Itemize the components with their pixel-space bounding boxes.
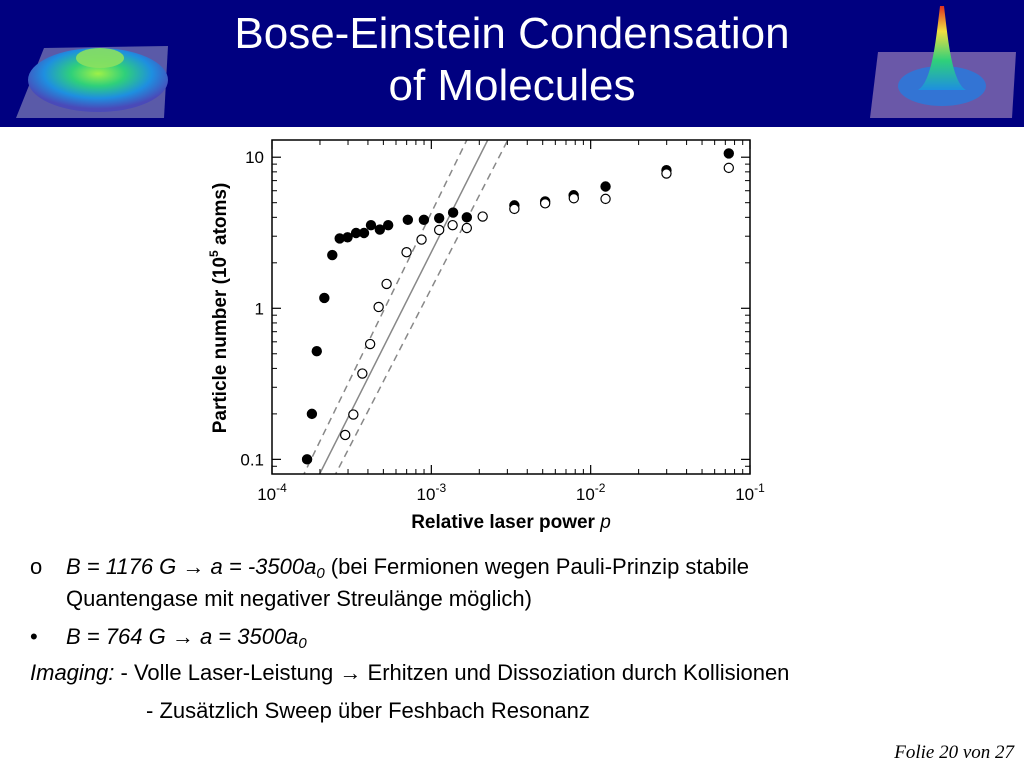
open-data-point: [661, 168, 672, 179]
filled-data-point: [382, 219, 394, 231]
y-tick-label: 1: [255, 299, 264, 318]
filled-data-point: [402, 214, 414, 226]
open-data-point: [461, 222, 473, 234]
open-data-point: [509, 203, 520, 215]
open-data-point: [447, 219, 458, 231]
open-data-point: [373, 301, 384, 313]
open-data-point: [401, 247, 412, 258]
x-axis-label: Relative laser power p: [411, 512, 611, 532]
open-data-point: [348, 409, 359, 420]
filled-data-point: [306, 408, 318, 420]
y-tick-label: 0.1: [240, 450, 264, 469]
note-imaging: Imaging: - Volle Laser-Leistung → Erhitz…: [30, 658, 789, 688]
title-line-2: of Molecules: [388, 61, 636, 110]
title-line-1: Bose-Einstein Condensation: [234, 9, 790, 58]
note-b764-text: B = 764 G → a = 3500a0: [66, 624, 307, 652]
filled-data-point: [433, 212, 445, 224]
filled-data-point: [418, 214, 430, 226]
header-divider: [0, 127, 1024, 130]
open-data-point: [723, 162, 734, 174]
filled-data-point: [365, 219, 377, 231]
filled-data-point: [358, 227, 370, 239]
filled-data-point: [342, 232, 353, 243]
plot-frame: [271, 139, 751, 475]
bullet-marker-dot: •: [30, 624, 38, 649]
open-data-point: [477, 211, 488, 222]
imaging-label: Imaging:: [30, 660, 115, 685]
open-data-point: [568, 193, 580, 204]
fit-bound-line-1: [303, 140, 468, 474]
note-b1176-continuation: Quantengase mit negativer Streulänge mög…: [66, 586, 532, 611]
imaging-line-2: - Zusätzlich Sweep über Feshbach Resonan…: [146, 698, 590, 723]
open-data-point: [416, 234, 427, 245]
fit-bound-line-2: [334, 140, 509, 474]
filled-data-point: [301, 454, 313, 465]
filled-data-point: [447, 207, 459, 218]
ticks-layer: 10-4 10-3 10-2 10-1 0.1 1 10: [240, 140, 765, 504]
open-data-point: [539, 198, 551, 209]
x-tick-label: 10-2: [576, 481, 606, 504]
filled-data-point: [374, 224, 386, 235]
points-layer: [301, 148, 734, 465]
lines-layer: [303, 140, 509, 474]
particle-number-chart: 10-4 10-3 10-2 10-1 0.1 1 10 Relative laser po…: [207, 139, 765, 532]
y-axis-label: Particle number (105 atoms): [207, 183, 231, 434]
open-data-point: [381, 278, 392, 290]
filled-data-point: [327, 249, 338, 261]
y-tick-label: 10: [245, 148, 264, 167]
x-tick-label: 10-3: [417, 481, 447, 504]
open-data-point: [433, 224, 445, 236]
open-data-point: [364, 338, 376, 350]
fit-line-0: [318, 140, 489, 474]
filled-data-point: [319, 292, 330, 304]
open-data-point: [357, 368, 368, 379]
open-data-point: [600, 193, 611, 205]
bullet-marker-o: o: [30, 554, 43, 579]
x-tick-label: 10-4: [257, 481, 287, 504]
slide-title: Bose-Einstein Condensation of Molecules: [150, 8, 874, 112]
slide-counter: Folie 20 von 27: [894, 742, 1014, 763]
thermal-cloud-image: [16, 46, 168, 118]
filled-data-point: [311, 345, 322, 357]
condensate-peak-image: [870, 6, 1016, 118]
filled-data-point: [723, 148, 734, 159]
imaging-line-1: - Volle Laser-Leistung → Erhitzen und Di…: [114, 660, 790, 685]
x-tick-label: 10-1: [735, 481, 765, 504]
slide-header: Bose-Einstein Condensation of Molecules: [0, 0, 1024, 127]
note-b1176-text: B = 1176 G → a = -3500a0 (bei Fermionen …: [66, 554, 750, 582]
open-data-point: [339, 429, 351, 441]
filled-data-point: [600, 181, 611, 192]
filled-data-point: [461, 212, 473, 223]
